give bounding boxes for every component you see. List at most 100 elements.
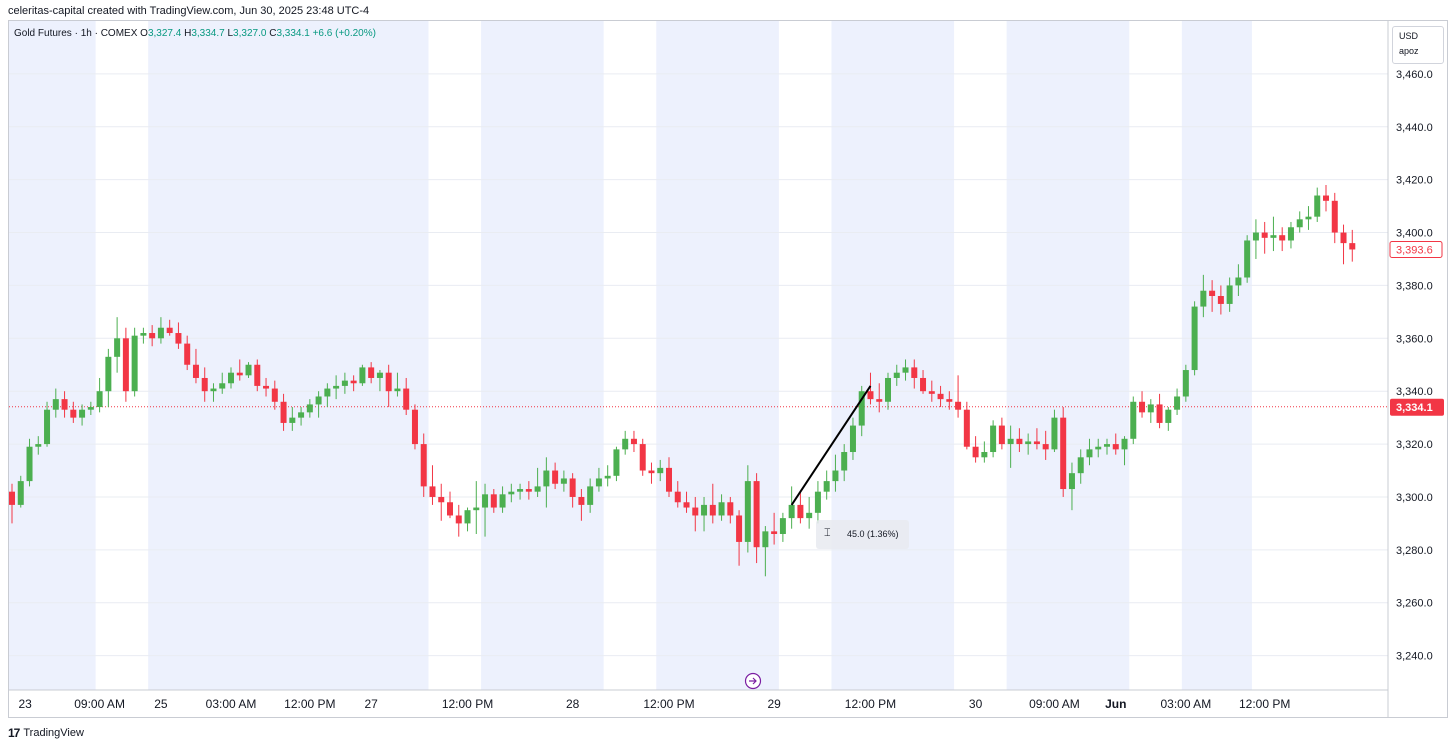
candle-111 — [981, 441, 988, 463]
candle-body — [473, 507, 480, 511]
y-tick-label-8: 3,400.0 — [1396, 228, 1433, 240]
candle-body — [122, 338, 129, 392]
candle-body — [140, 333, 147, 336]
session-band-5 — [1006, 21, 1130, 690]
current-price-tag-text: 3,334.1 — [1396, 402, 1433, 414]
x-tick-label-12: 09:00 AM — [1029, 697, 1080, 711]
candle-body — [718, 502, 725, 516]
candle-body — [438, 496, 445, 503]
x-tick-label-11: 30 — [969, 697, 983, 711]
candle-68 — [604, 465, 611, 487]
candle-134 — [1182, 364, 1189, 402]
symbol-label[interactable]: Gold Futures · 1h · COMEX — [14, 28, 138, 39]
candle-116 — [1025, 433, 1032, 455]
candle-135 — [1191, 301, 1198, 376]
candle-body — [350, 380, 357, 384]
jump-to-realtime-icon[interactable] — [744, 672, 762, 690]
candle-body — [1112, 444, 1119, 450]
candle-33 — [298, 407, 305, 426]
candle-body — [149, 333, 156, 339]
candle-body — [1139, 401, 1146, 413]
candle-body — [1314, 195, 1321, 217]
candle-79 — [701, 496, 708, 532]
candle-body — [867, 391, 874, 400]
candle-body — [893, 372, 900, 378]
unit-label: apoz — [1399, 46, 1419, 56]
candle-body — [1007, 438, 1014, 445]
candle-body — [928, 391, 935, 394]
candle-body — [525, 489, 532, 492]
candle-body — [937, 393, 944, 400]
candle-47 — [420, 433, 427, 497]
candle-106 — [937, 385, 944, 408]
candle-body — [1156, 404, 1163, 423]
candle-102 — [902, 359, 909, 381]
open-value: 3,327.4 — [147, 28, 182, 39]
candle-136 — [1200, 274, 1207, 318]
candle-body — [1244, 240, 1251, 278]
trend-measure-line — [790, 385, 872, 506]
candle-9 — [87, 401, 94, 415]
candle-body — [587, 486, 594, 505]
candle-body — [797, 504, 804, 519]
candle-body — [1033, 441, 1040, 445]
measurement-label[interactable]: ⌶ 45.0 (1.36%) — [816, 520, 909, 549]
candle-body — [972, 446, 979, 458]
candle-103 — [911, 359, 918, 389]
candle-148 — [1305, 206, 1312, 230]
candle-body — [1060, 417, 1067, 490]
candle-13 — [122, 327, 129, 402]
candle-17 — [157, 317, 164, 344]
candle-body — [271, 388, 278, 402]
candle-body — [210, 388, 217, 392]
candle-101 — [893, 364, 900, 386]
candle-71 — [630, 430, 637, 453]
candle-105 — [928, 380, 935, 402]
candle-56 — [499, 486, 506, 513]
candle-body — [1147, 404, 1154, 413]
candle-body — [508, 491, 515, 495]
candle-body — [61, 399, 68, 410]
candle-body — [701, 504, 708, 516]
candle-body — [1209, 290, 1216, 297]
ohlc-legend: Gold Futures · 1h · COMEX O3,327.4 H3,33… — [14, 28, 376, 39]
candle-73 — [648, 462, 655, 484]
candle-1 — [17, 475, 24, 508]
candle-body — [648, 470, 655, 474]
candle-86 — [762, 526, 769, 577]
candle-123 — [1086, 438, 1093, 466]
candle-body — [823, 481, 830, 492]
candle-body — [1200, 290, 1207, 307]
x-tick-label-2: 25 — [154, 697, 168, 711]
candle-110 — [972, 436, 979, 463]
currency-label: USD — [1399, 31, 1419, 41]
candle-41 — [368, 362, 375, 384]
candle-body — [1261, 232, 1268, 238]
candle-39 — [350, 375, 357, 392]
candle-body — [306, 404, 313, 413]
candle-body — [403, 388, 410, 410]
candle-body — [876, 399, 883, 402]
candle-body — [849, 425, 856, 453]
candle-77 — [683, 491, 690, 513]
candle-46 — [411, 404, 418, 450]
candle-body — [298, 412, 305, 418]
candle-64 — [569, 473, 576, 508]
candle-body — [1270, 235, 1277, 238]
x-tick-label-0: 23 — [18, 697, 32, 711]
x-tick-label-15: 12:00 PM — [1239, 697, 1290, 711]
currency-selector[interactable]: USD apoz — [1392, 26, 1444, 64]
candle-body — [263, 385, 270, 389]
candle-body — [613, 449, 620, 476]
candle-87 — [771, 512, 778, 545]
candle-55 — [490, 489, 497, 513]
candle-body — [1305, 216, 1312, 220]
candle-3 — [35, 436, 42, 455]
x-tick-label-6: 12:00 PM — [442, 697, 493, 711]
candle-body — [385, 372, 392, 392]
candle-body — [578, 496, 585, 505]
tradingview-brand[interactable]: 17 TradingView — [8, 726, 84, 740]
candle-body — [499, 494, 506, 508]
candle-body — [955, 401, 962, 410]
